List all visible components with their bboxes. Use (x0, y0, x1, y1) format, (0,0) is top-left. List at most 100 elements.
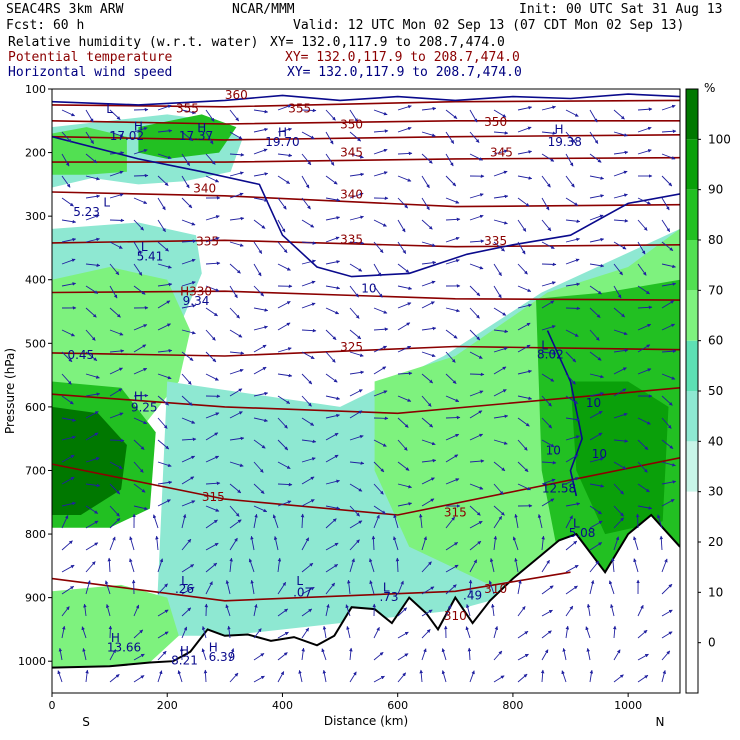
wind-vector (541, 649, 549, 661)
wind-vector (133, 219, 144, 231)
wind-vector (541, 417, 553, 429)
wind-vector (661, 670, 667, 683)
colorbar-tick-label: 20 (708, 535, 723, 549)
wind-vector (157, 153, 172, 160)
wind-vector (445, 236, 460, 243)
wind-vector (421, 326, 437, 331)
wind-vector (133, 173, 149, 178)
wind-vector (469, 433, 484, 441)
colorbar-unit: % (704, 81, 715, 95)
wind-vector (397, 371, 413, 376)
wind-vector (205, 285, 220, 292)
wind-vector (325, 479, 340, 485)
y-tick-label: 500 (25, 337, 46, 350)
wind-vector (397, 672, 407, 683)
wind-vector (181, 197, 193, 209)
theta-label: 310 (484, 582, 507, 596)
wind-vector (514, 557, 519, 573)
wind-vector (493, 505, 505, 516)
wind-vector (635, 513, 640, 529)
wind-speed-label: L (181, 574, 188, 588)
wind-vector (565, 306, 581, 311)
wind-vector (373, 148, 388, 155)
theta-contour (52, 120, 680, 125)
wind-vector (277, 241, 288, 253)
wind-vector (565, 585, 578, 595)
wind-vector (61, 237, 77, 243)
wind-vector (181, 351, 194, 361)
wind-vector (493, 626, 499, 639)
x-end-label-left: S (82, 715, 90, 729)
wind-vector (85, 373, 100, 379)
wind-vector (397, 197, 409, 209)
wind-vector (253, 653, 265, 661)
wind-vector (421, 561, 432, 573)
wind-vector (637, 505, 653, 510)
wind-vector (181, 175, 190, 189)
humidity-region (570, 381, 669, 535)
wind-vector (589, 109, 598, 123)
wind-vector (589, 373, 604, 379)
wind-vector (369, 580, 375, 595)
wind-vector (589, 194, 605, 199)
wind-speed-label: 5.08 (569, 526, 596, 540)
wind-vector (229, 519, 242, 529)
wind-vector (445, 217, 461, 222)
wind-vector (229, 388, 243, 397)
wind-vector (397, 126, 412, 133)
wind-vector (637, 107, 653, 112)
wind-vector (349, 329, 362, 340)
wind-vector (517, 344, 531, 353)
wind-vector (661, 499, 675, 507)
wind-vector (397, 580, 404, 595)
wind-speed-label: H (209, 641, 218, 655)
wind-vector (277, 373, 293, 378)
wind-vector (349, 263, 363, 272)
wind-vector (421, 458, 437, 463)
wind-vector (637, 439, 649, 451)
wind-vector (397, 302, 412, 309)
wind-vector (445, 373, 457, 384)
wind-vector (465, 604, 471, 617)
wind-vector (325, 582, 336, 595)
wind-vector (589, 307, 601, 318)
wind-vector (61, 109, 76, 117)
wind-vector (493, 414, 509, 419)
wind-vector (397, 175, 412, 182)
wind-vector (229, 537, 238, 551)
wind-contour (52, 93, 680, 106)
wind-vector (397, 219, 406, 233)
wind-vector (61, 131, 72, 143)
wind-vector (637, 197, 651, 205)
wind-vector (512, 536, 519, 551)
wind-vector (109, 218, 125, 223)
wind-vector (613, 674, 624, 683)
wind-vector (493, 675, 505, 683)
wind-vector (85, 351, 98, 362)
wind-vector (157, 609, 169, 617)
wind-vector (181, 586, 195, 595)
y-axis-label: Pressure (hPa) (3, 348, 17, 434)
wind-vector (373, 109, 388, 116)
wind-vector (445, 516, 456, 529)
wind-vector (109, 263, 120, 276)
wind-vector (205, 329, 216, 341)
wind-vector (61, 625, 66, 639)
wind-vector (205, 412, 220, 419)
wind-vector (277, 301, 291, 309)
wind-vector (253, 197, 269, 202)
theta-label: 315 (444, 505, 467, 519)
wind-vector (157, 583, 168, 595)
wind-vector (541, 373, 555, 382)
colorbar-swatch (686, 89, 698, 140)
model-title: SEAC4RS 3km ARW (6, 2, 124, 17)
theta-label: 310 (444, 609, 467, 623)
colorbar-swatch (686, 340, 698, 391)
wind-vector (253, 241, 263, 254)
wind-vector (565, 477, 579, 485)
x-axis-label: Distance (km) (324, 714, 408, 728)
wind-vector (469, 410, 483, 419)
wind-vector (589, 580, 595, 595)
wind-vector (181, 455, 196, 463)
